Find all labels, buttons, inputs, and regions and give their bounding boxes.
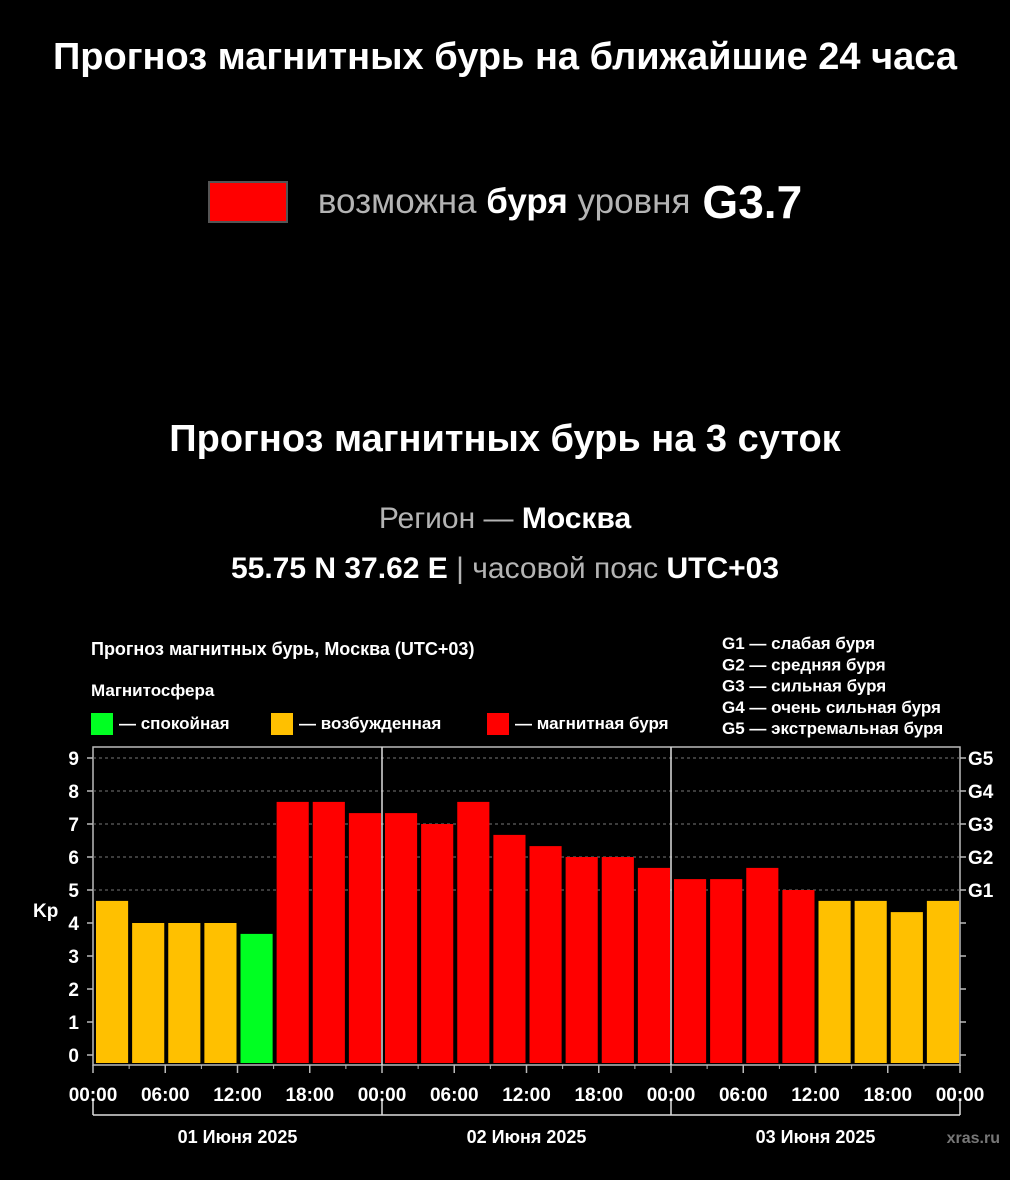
x-tick-label: 12:00: [791, 1085, 840, 1106]
legend-title: Магнитосфера: [91, 681, 215, 700]
kp-bar: [854, 900, 887, 1063]
y-tick-label: 5: [68, 881, 79, 902]
kp-bar: [529, 846, 562, 1063]
kp-bar: [818, 900, 851, 1063]
y-tick-label: 3: [68, 947, 79, 968]
status-color-swatch: [207, 181, 288, 223]
g-tick-label: G4: [968, 782, 994, 803]
y-tick-label: 7: [68, 815, 79, 836]
x-tick-label: 18:00: [285, 1085, 334, 1106]
kp-bar: [926, 900, 959, 1063]
region-line: Регион — Москва: [0, 502, 1010, 536]
x-tick-label: 00:00: [936, 1085, 985, 1106]
g-tick-label: G1: [968, 881, 994, 902]
y-tick-label: 9: [68, 749, 79, 770]
day-label: 02 Июня 2025: [467, 1127, 587, 1147]
coords-line: 55.75 N 37.62 E | часовой пояс UTC+03: [0, 552, 1010, 586]
g-legend-item: G2 — средняя буря: [722, 655, 886, 674]
y-tick-label: 1: [68, 1013, 79, 1034]
x-tick-label: 06:00: [430, 1085, 479, 1106]
kp-bar: [674, 879, 707, 1063]
kp-bar: [890, 912, 923, 1063]
status-row: возможна буря уровня G3.7: [0, 172, 1010, 232]
kp-bar: [457, 801, 490, 1063]
kp-bar: [710, 879, 743, 1063]
status-level: G3.7: [702, 176, 803, 228]
g-legend-item: G5 — экстремальная буря: [722, 719, 943, 738]
kp-bar: [385, 813, 418, 1063]
watermark: xras.ru: [947, 1130, 1000, 1147]
legend-swatch: [91, 713, 113, 735]
x-tick-label: 12:00: [213, 1085, 262, 1106]
y-tick-label: 6: [68, 848, 79, 869]
forecast-title: Прогноз магнитных бурь на 3 суток: [169, 418, 841, 460]
g-legend-item: G3 — сильная буря: [722, 677, 886, 696]
g-legend-item: G1 — слабая буря: [722, 634, 875, 653]
y-tick-label: 8: [68, 782, 79, 803]
g-tick-label: G2: [968, 848, 993, 869]
kp-bar: [637, 867, 670, 1063]
day-label: 03 Июня 2025: [756, 1127, 876, 1147]
g-tick-label: G5: [968, 749, 994, 770]
legend-label: — спокойная: [119, 714, 230, 733]
y-tick-label: 4: [68, 914, 79, 935]
x-tick-label: 18:00: [574, 1085, 623, 1106]
kp-bar: [565, 857, 598, 1063]
kp-bar: [240, 933, 273, 1063]
status-bold: буря: [486, 182, 568, 221]
x-tick-label: 12:00: [502, 1085, 551, 1106]
kp-bar: [204, 923, 237, 1063]
tz-label: часовой пояс: [472, 552, 659, 585]
status-prefix: возможна: [317, 182, 477, 221]
kp-bar: [348, 813, 381, 1063]
y-axis-label: Kp: [33, 901, 58, 922]
kp-forecast-chart: Прогноз магнитных бурь, Москва (UTC+03) М…: [33, 634, 1000, 1147]
kp-bar: [746, 867, 779, 1063]
x-tick-label: 00:00: [647, 1085, 696, 1106]
x-tick-label: 00:00: [69, 1085, 118, 1106]
legend-label: — магнитная буря: [515, 714, 669, 733]
coords-value: 55.75 N 37.62 E: [230, 552, 448, 585]
kp-bar: [276, 801, 309, 1063]
kp-bar: [132, 923, 165, 1063]
day-label: 01 Июня 2025: [178, 1127, 298, 1147]
kp-bar: [421, 824, 454, 1063]
chart-title: Прогноз магнитных бурь, Москва (UTC+03): [91, 639, 474, 659]
kp-bar: [312, 801, 345, 1063]
kp-bar: [601, 857, 634, 1063]
tz-value: UTC+03: [666, 552, 780, 585]
kp-bar: [168, 923, 201, 1063]
y-tick-label: 0: [68, 1046, 79, 1067]
g-tick-label: G3: [968, 815, 993, 836]
y-tick-label: 2: [68, 980, 79, 1001]
g-legend-item: G4 — очень сильная буря: [722, 698, 941, 717]
x-tick-label: 06:00: [141, 1085, 190, 1106]
x-tick-label: 00:00: [358, 1085, 407, 1106]
legend-swatch: [487, 713, 509, 735]
x-tick-label: 06:00: [719, 1085, 768, 1106]
coords-separator: |: [456, 552, 464, 585]
kp-bar: [782, 890, 815, 1063]
kp-bar: [96, 900, 129, 1063]
x-tick-label: 18:00: [863, 1085, 912, 1106]
legend-label: — возбужденная: [299, 714, 441, 733]
region-label: Регион —: [378, 502, 514, 535]
page-title: Прогноз магнитных бурь на ближайшие 24 ч…: [52, 36, 958, 78]
kp-bar: [493, 834, 526, 1063]
status-mid: уровня: [577, 182, 691, 221]
region-value: Москва: [521, 502, 632, 535]
legend-swatch: [271, 713, 293, 735]
